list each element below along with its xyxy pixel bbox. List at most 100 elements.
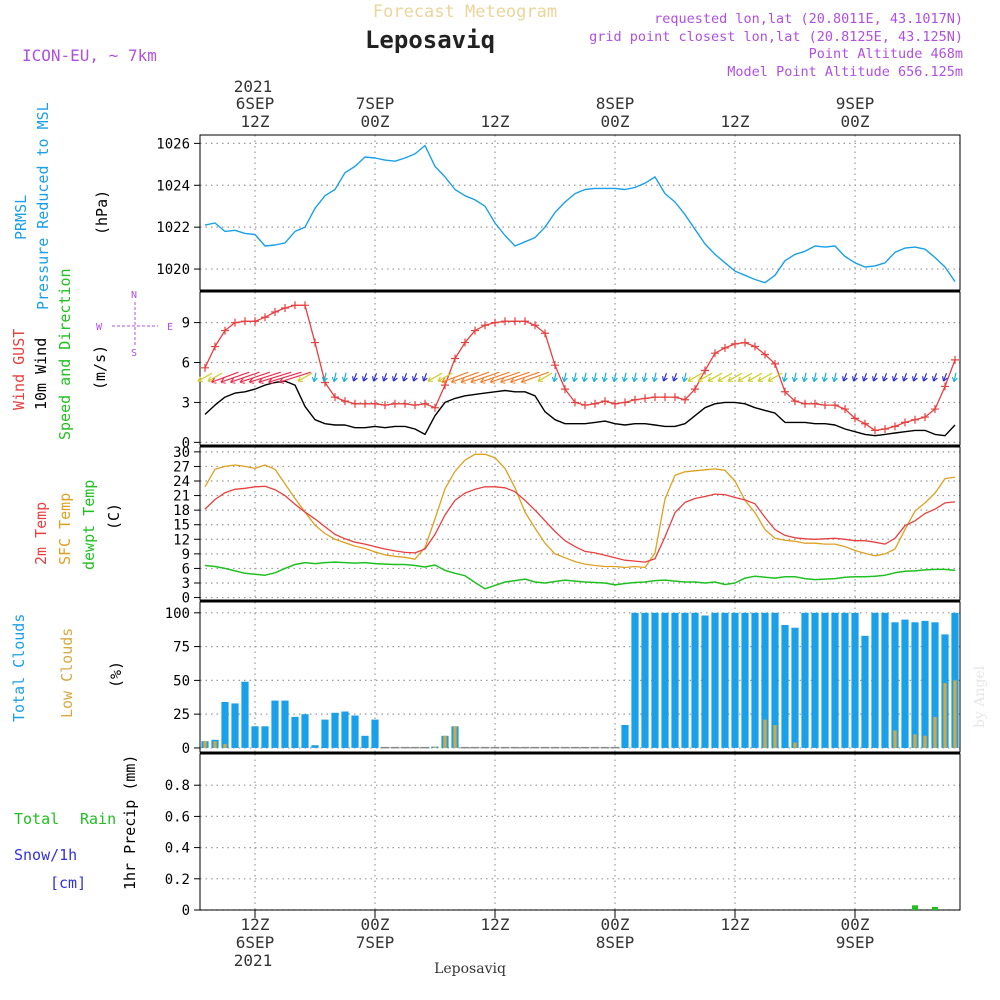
gust-marker — [601, 397, 609, 406]
low-cloud-bar — [443, 735, 447, 748]
gust-marker — [261, 313, 269, 322]
y-tick-label: 0 — [182, 903, 190, 919]
total-cloud-bar — [951, 612, 959, 748]
gust-marker — [361, 399, 369, 408]
gust-marker — [701, 366, 709, 375]
wind-direction-arrow — [747, 372, 763, 382]
total-cloud-bar — [271, 700, 279, 748]
gust-marker — [851, 414, 859, 423]
gust-marker — [661, 393, 669, 402]
total-cloud-bar — [380, 746, 390, 749]
wind-direction-arrow — [717, 372, 733, 382]
gust-marker — [581, 401, 589, 410]
top-axis-day: 7SEP — [356, 94, 395, 113]
total-cloud-bar — [731, 612, 739, 748]
snow-label: Snow/1h — [14, 846, 77, 864]
wind-direction-arrow — [230, 371, 260, 384]
wind-direction-arrow — [331, 372, 338, 383]
total-cloud-bar — [761, 612, 769, 748]
compass-east: E — [167, 322, 173, 333]
top-axis-day: 8SEP — [596, 94, 635, 113]
wind-direction-arrow — [402, 372, 408, 382]
location-title: Leposaviq — [365, 26, 495, 54]
y-tick-label: 0 — [182, 591, 190, 607]
wind-direction-arrow — [757, 372, 773, 382]
wind-direction-arrow — [581, 372, 588, 383]
gust-marker — [531, 321, 539, 330]
credit-watermark: by Angel — [972, 665, 988, 728]
low-cloud-bar — [923, 735, 927, 748]
wind-direction-arrow — [278, 371, 311, 384]
gust-marker — [931, 405, 939, 414]
low-cloud-bar — [893, 730, 897, 748]
total-cloud-bar — [861, 635, 869, 748]
total-cloud-bar — [520, 746, 530, 749]
total-cloud-bar — [291, 716, 299, 748]
wind-dir-label: Speed and Direction — [56, 268, 74, 440]
wind-direction-arrow — [601, 372, 608, 383]
total-cloud-bar — [600, 746, 610, 749]
top-axis-day: 6SEP — [236, 94, 275, 113]
y-tick-label: 1024 — [156, 178, 190, 194]
top-axis-day: 9SEP — [836, 94, 875, 113]
rain-bar — [912, 905, 918, 910]
low-cloud-bar — [913, 734, 917, 748]
y-tick-label: 24 — [173, 474, 190, 490]
total-cloud-bar — [681, 612, 689, 748]
pressure-unit: (hPa) — [93, 190, 111, 235]
total-cloud-bar — [500, 746, 510, 749]
temp-label: 2m Temp — [32, 502, 50, 565]
gust-marker — [271, 307, 279, 316]
top-axis-hour: 12Z — [721, 112, 750, 131]
gust-marker — [901, 418, 909, 427]
gust-marker — [671, 393, 679, 402]
compass-west: W — [96, 322, 103, 333]
gust-marker — [521, 317, 529, 326]
y-tick-label: 50 — [173, 673, 190, 689]
bottom-axis-hour: 12Z — [481, 915, 510, 934]
wind-direction-arrow — [460, 371, 490, 384]
total-cloud-bar — [781, 625, 789, 748]
total-cloud-bar — [550, 746, 560, 749]
gust-marker — [211, 342, 219, 351]
low-cloud-bar — [943, 683, 947, 748]
gust-marker — [371, 399, 379, 408]
y-tick-label: 18 — [173, 503, 190, 519]
wind-direction-arrow — [781, 372, 788, 383]
gust-marker — [841, 405, 849, 414]
total-cloud-bar — [311, 745, 319, 748]
requested-coords: requested lon,lat (20.8011E, 43.1017N) — [654, 11, 963, 27]
low-cloud-bar — [453, 726, 457, 748]
total-cloud-bar — [651, 612, 659, 748]
total-cloud-bar — [341, 711, 349, 748]
gust-marker — [801, 399, 809, 408]
total-cloud-bar — [751, 612, 759, 748]
gust-marker — [421, 399, 429, 408]
total-cloud-bar — [390, 746, 400, 749]
low-cloud-bar — [213, 741, 217, 748]
compass-south: S — [131, 348, 137, 359]
panel-frame — [199, 291, 961, 446]
y-tick-label: 0.4 — [165, 841, 190, 857]
wind-direction-arrow — [912, 372, 918, 382]
total-cloud-bar — [711, 612, 719, 748]
y-tick-label: 1026 — [156, 136, 190, 152]
total-cloud-bar — [510, 746, 520, 749]
wind-direction-arrow — [862, 372, 868, 382]
gust-marker — [541, 329, 549, 338]
gust-marker — [431, 403, 439, 412]
wind-direction-arrow — [631, 372, 638, 383]
gust-marker — [631, 395, 639, 404]
wind-direction-arrow — [220, 371, 250, 384]
year-label-top: 2021 — [234, 77, 273, 96]
total-cloud-bar — [221, 702, 229, 748]
bottom-axis-hour: 00Z — [841, 915, 870, 934]
low-cloud-bar — [933, 716, 937, 748]
sfc-temp-line — [204, 453, 956, 569]
gust-marker — [651, 393, 659, 402]
wind-speed-line — [204, 380, 956, 437]
total-cloud-bar — [901, 619, 909, 748]
total-cloud-bar — [671, 612, 679, 748]
wind-direction-arrow — [480, 371, 510, 384]
